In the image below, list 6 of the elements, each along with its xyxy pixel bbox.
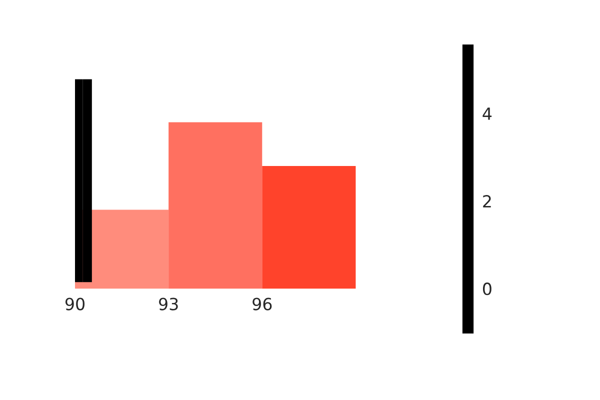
x-tick-label: 90 (65, 298, 84, 310)
y-tick-label: 4 (482, 108, 492, 120)
y-tick-label: 2 (483, 195, 491, 208)
y-tick-label: 0 (482, 282, 492, 296)
x-tick-label: 93 (159, 298, 178, 310)
x-tick-label: 96 (252, 298, 272, 310)
